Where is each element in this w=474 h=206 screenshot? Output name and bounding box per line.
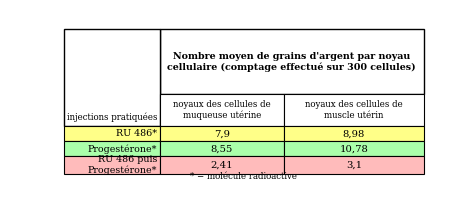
Text: RU 486*: RU 486* [116,129,157,138]
Bar [160,94,284,126]
Text: 8,55: 8,55 [211,144,233,153]
Bar [64,126,160,141]
Bar [284,141,424,156]
Text: Progestérone*: Progestérone* [88,144,157,154]
Bar [160,156,284,174]
Text: 8,98: 8,98 [343,129,365,138]
Bar [284,126,424,141]
Bar [160,29,424,94]
Text: Nombre moyen de grains d'argent par noyau
cellulaire (comptage effectué sur 300 : Nombre moyen de grains d'argent par noya… [167,52,416,72]
Bar [64,141,160,156]
Text: RU 486 puis
Progestérone*: RU 486 puis Progestérone* [88,155,157,175]
Text: 2,41: 2,41 [210,161,233,170]
Text: noyaux des cellules de
muqueuse utérine: noyaux des cellules de muqueuse utérine [173,100,271,120]
Text: injections pratiquées: injections pratiquées [66,113,157,122]
Text: 3,1: 3,1 [346,161,362,170]
Bar [64,29,160,126]
Bar [284,94,424,126]
Bar [284,156,424,174]
Text: * = molécule radioactive: * = molécule radioactive [190,172,297,181]
Bar [160,141,284,156]
Bar [160,126,284,141]
Text: 7,9: 7,9 [214,129,230,138]
Text: 10,78: 10,78 [339,144,368,153]
Bar [64,156,160,174]
Text: noyaux des cellules de
muscle utérin: noyaux des cellules de muscle utérin [305,100,403,120]
